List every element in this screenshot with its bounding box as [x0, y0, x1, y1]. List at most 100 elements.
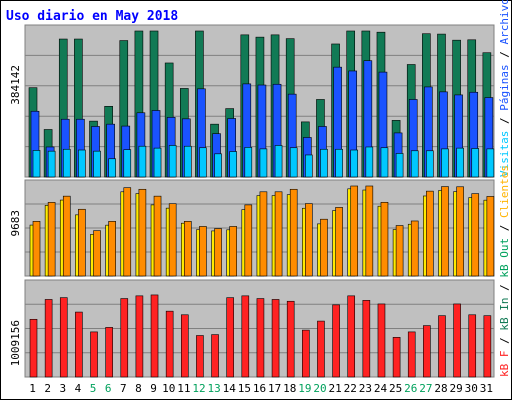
- day-tick-label: 25: [389, 382, 402, 395]
- day-tick-label: 24: [374, 382, 388, 395]
- visits-bar: [456, 147, 464, 178]
- legend-separator: /: [498, 218, 511, 238]
- bandwidth-bar: [438, 315, 446, 378]
- visitors-bar-dark: [229, 226, 237, 277]
- legend-bottom: kB F / kB In / kB Out / Clientes: [498, 165, 511, 377]
- visitors-bar-dark: [93, 230, 101, 277]
- bandwidth-bar: [347, 295, 356, 378]
- bandwidth-bar: [286, 300, 295, 378]
- visits-bar: [259, 148, 268, 178]
- visitors-bar-dark: [183, 221, 192, 277]
- day-tick-label: 15: [238, 382, 251, 395]
- visitors-bar-dark: [199, 226, 207, 277]
- day-tick-label: 2: [44, 382, 51, 395]
- visitors-bar-dark: [32, 221, 41, 277]
- day-tick-label: 22: [344, 382, 357, 395]
- visits-bar: [214, 153, 222, 178]
- visits-bar: [47, 150, 56, 178]
- visitors-bar-dark: [289, 188, 298, 277]
- bandwidth-bar: [453, 303, 461, 378]
- bandwidth-bar: [90, 331, 98, 378]
- visitors-bar-dark: [78, 208, 86, 277]
- legend-kb-in: kB In: [498, 298, 511, 331]
- legend-kb-f: kB F: [498, 351, 511, 378]
- visits-bar: [123, 149, 132, 178]
- visitors-bar-dark: [410, 220, 419, 277]
- visits-bar: [486, 148, 495, 178]
- day-tick-label: 28: [434, 382, 447, 395]
- chart-title: Uso diario en May 2018: [6, 9, 178, 24]
- day-tick-label: 6: [105, 382, 112, 395]
- bandwidth-bar: [44, 299, 53, 378]
- day-tick-label: 30: [465, 382, 478, 395]
- bandwidth-bar: [150, 294, 159, 378]
- bandwidth-bar: [317, 320, 325, 378]
- day-tick-label: 7: [120, 382, 127, 395]
- bandwidth-bar: [180, 314, 189, 378]
- visitors-bar-dark: [350, 185, 359, 277]
- legend-separator: /: [498, 331, 511, 351]
- visits-bar: [305, 154, 313, 178]
- day-tick-label: 10: [162, 382, 175, 395]
- bandwidth-bar: [362, 300, 371, 378]
- visitors-bar-dark: [274, 191, 283, 277]
- day-tick-label: 16: [253, 382, 266, 395]
- bandwidth-bar: [423, 325, 431, 378]
- visits-bar: [274, 145, 283, 178]
- visits-bar: [335, 148, 343, 178]
- bandwidth-bar: [120, 298, 129, 378]
- bandwidth-bar: [377, 303, 386, 378]
- visits-bar: [441, 148, 449, 178]
- bandwidth-bar: [165, 310, 174, 378]
- visitors-bar-dark: [441, 186, 449, 277]
- legend-separator: /: [498, 45, 511, 65]
- legend-clientes: Clientes: [498, 165, 511, 218]
- day-tick-label: 13: [207, 382, 220, 395]
- visits-bar: [168, 145, 177, 178]
- legend-archivos: Archivos: [498, 0, 511, 45]
- panel-1-axis-max-label: 384142: [9, 65, 22, 105]
- bandwidth-bar: [468, 314, 477, 378]
- bandwidth-bar: [226, 297, 234, 378]
- day-tick-label: 18: [283, 382, 296, 395]
- visitors-bar-dark: [47, 202, 56, 277]
- visitors-bar-dark: [365, 185, 374, 277]
- visits-bar: [244, 147, 253, 178]
- bandwidth-bar: [75, 311, 83, 378]
- day-tick-label: 1: [29, 382, 36, 395]
- visitors-bar-dark: [456, 186, 464, 277]
- visits-bar: [350, 149, 359, 178]
- visits-bar: [320, 148, 328, 178]
- visits-bar: [138, 145, 147, 178]
- day-tick-label: 21: [329, 382, 342, 395]
- day-tick-label: 20: [313, 382, 326, 395]
- visits-bar: [289, 147, 298, 178]
- bandwidth-bar: [211, 334, 219, 378]
- day-tick-label: 5: [90, 382, 97, 395]
- visitors-bar-dark: [108, 221, 116, 277]
- legend-top: Visitas / Páginas / Archivos / Accesos: [498, 0, 511, 177]
- day-tick-label: 4: [75, 382, 82, 395]
- visitors-bar-dark: [62, 195, 71, 277]
- visits-bar: [32, 150, 41, 178]
- visits-bar: [380, 147, 389, 178]
- bandwidth-bar: [29, 318, 38, 378]
- visitors-bar-dark: [395, 225, 404, 277]
- day-tick-label: 11: [177, 382, 190, 395]
- visits-bar: [471, 148, 480, 178]
- legend-paginas: Páginas: [498, 64, 511, 110]
- day-tick-label: 26: [404, 382, 417, 395]
- visits-bar: [365, 146, 374, 178]
- bandwidth-bar: [392, 337, 401, 378]
- legend-separator: /: [498, 111, 511, 131]
- bandwidth-bar: [241, 295, 250, 378]
- visitors-bar-dark: [214, 228, 222, 277]
- bandwidth-bar: [302, 329, 310, 378]
- bandwidth-bar: [105, 327, 113, 378]
- visitors-bar-dark: [320, 218, 328, 277]
- visitors-bar-dark: [153, 195, 162, 277]
- visits-bar: [183, 145, 192, 178]
- visitors-bar-dark: [486, 196, 495, 277]
- visitors-bar-dark: [426, 190, 434, 277]
